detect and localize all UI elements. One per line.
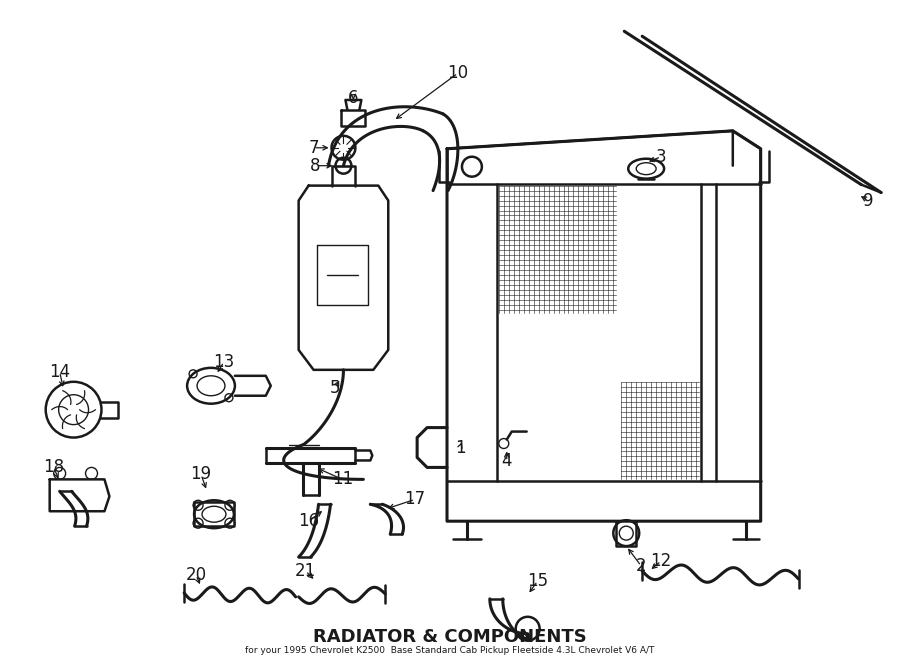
- Text: 12: 12: [651, 552, 671, 570]
- Text: 17: 17: [405, 490, 426, 508]
- Text: 5: 5: [330, 379, 341, 397]
- Text: 11: 11: [332, 471, 353, 488]
- Text: 9: 9: [863, 192, 874, 210]
- Text: for your 1995 Chevrolet K2500  Base Standard Cab Pickup Fleetside 4.3L Chevrolet: for your 1995 Chevrolet K2500 Base Stand…: [246, 646, 654, 655]
- Text: 6: 6: [348, 89, 359, 107]
- Text: 14: 14: [50, 363, 70, 381]
- Text: 4: 4: [501, 452, 512, 471]
- Text: 16: 16: [298, 512, 320, 530]
- Text: 1: 1: [454, 438, 465, 457]
- Text: 18: 18: [43, 459, 64, 477]
- Text: RADIATOR & COMPONENTS: RADIATOR & COMPONENTS: [313, 628, 587, 646]
- Text: 8: 8: [310, 157, 320, 175]
- Text: 19: 19: [191, 465, 211, 483]
- Text: 10: 10: [447, 64, 469, 82]
- Text: 21: 21: [295, 562, 316, 580]
- Text: 3: 3: [656, 147, 666, 166]
- Text: 20: 20: [185, 566, 207, 584]
- Text: 2: 2: [636, 557, 646, 575]
- Text: 7: 7: [309, 139, 319, 157]
- Text: 13: 13: [213, 353, 235, 371]
- Text: 15: 15: [527, 572, 548, 590]
